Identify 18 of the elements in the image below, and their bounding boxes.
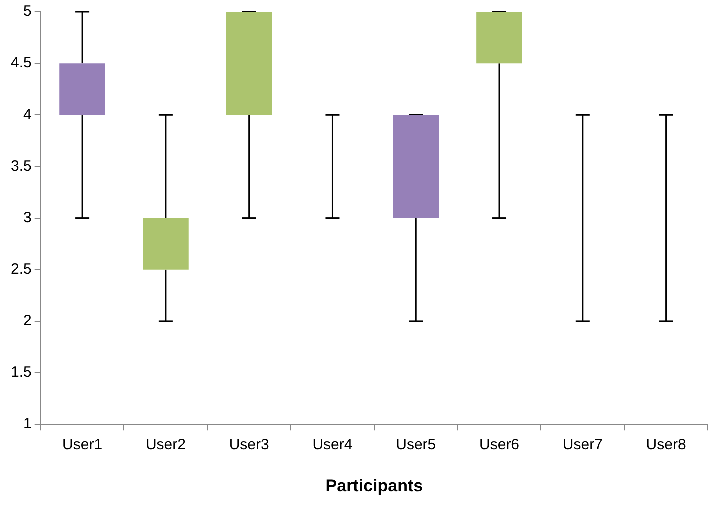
y-tick-label: 2.5 — [10, 261, 32, 278]
y-tick-label: 5 — [24, 3, 32, 20]
x-tick-label: User2 — [146, 436, 186, 454]
x-tick-label: User8 — [646, 436, 686, 454]
x-tick-label: User1 — [62, 436, 103, 454]
x-tick-label: User7 — [562, 436, 603, 454]
y-tick-label: 4 — [24, 106, 32, 124]
x-tick-label: User3 — [229, 436, 270, 454]
x-axis-title: Participants — [326, 476, 424, 496]
y-tick-label: 1.5 — [10, 364, 32, 382]
y-tick-label: 1 — [24, 416, 32, 433]
x-tick-label: User6 — [480, 436, 520, 454]
y-tick-label: 3 — [24, 209, 32, 226]
x-tick-label: User4 — [312, 436, 353, 454]
x-tick-label: User5 — [396, 436, 436, 454]
y-tick-label: 2 — [24, 312, 32, 330]
y-tick-label: 4.5 — [10, 54, 32, 72]
y-tick-label: 3.5 — [10, 158, 32, 175]
